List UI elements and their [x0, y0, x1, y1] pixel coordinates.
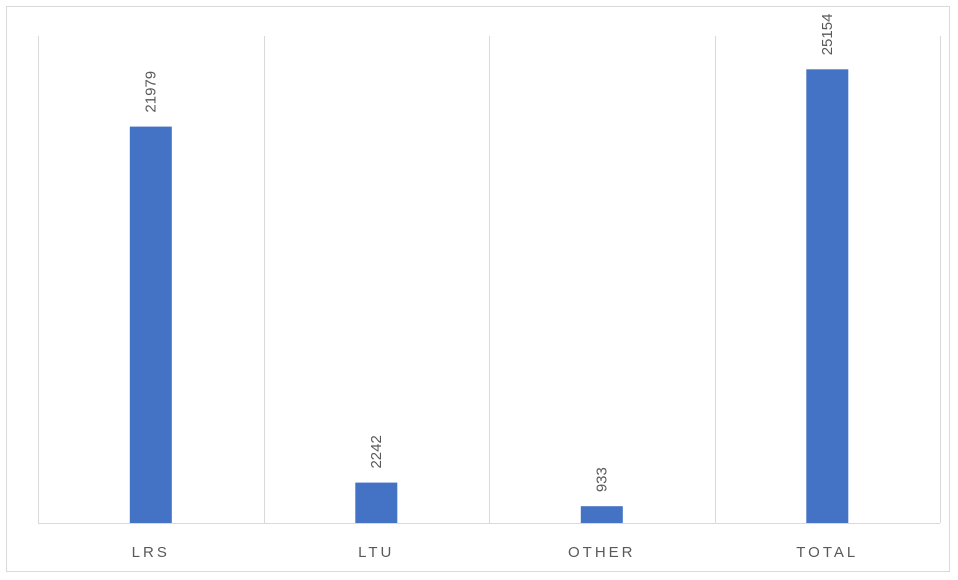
bar-lrs: [129, 126, 172, 523]
data-label-total: 25154: [819, 14, 836, 56]
bar-other: [580, 506, 623, 523]
bar-total: [806, 69, 849, 524]
data-label-lrs: 21979: [143, 71, 160, 113]
tick-label-ltu: LTU: [358, 544, 394, 561]
bars: [129, 69, 849, 524]
gridlines: [38, 36, 941, 524]
bar-ltu: [355, 482, 398, 523]
tick-label-other: OTHER: [568, 544, 636, 561]
data-label-other: 933: [594, 467, 611, 492]
data-label-ltu: 2242: [368, 435, 385, 468]
tick-label-total: TOTAL: [796, 544, 858, 561]
tick-label-lrs: LRS: [132, 544, 170, 561]
data-labels: 21979 2242 933 25154: [143, 14, 837, 493]
category-axis: LRS LTU OTHER TOTAL: [132, 544, 858, 561]
